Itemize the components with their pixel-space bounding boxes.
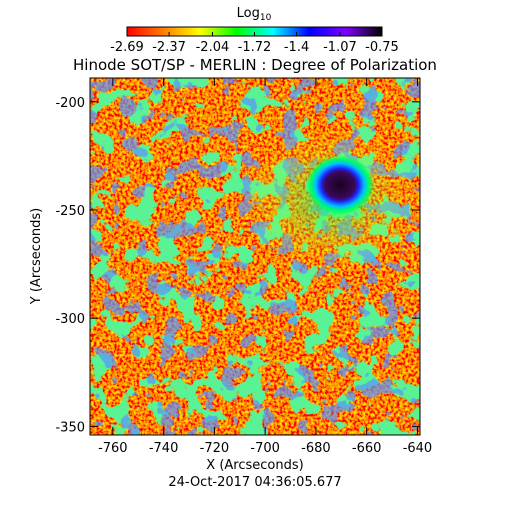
axes: -760 -740 -720 -700 -680 -660 -640 -350 -300 -250… bbox=[55, 32, 432, 456]
colorbar-tick-label: -1.72 bbox=[238, 40, 272, 55]
x-tick-label: -740 bbox=[149, 441, 179, 456]
colorbar-tick-label: -2.04 bbox=[196, 40, 230, 55]
x-tick-label: -680 bbox=[301, 441, 331, 456]
chart-title: Hinode SOT/SP - MERLIN : Degree of Polar… bbox=[73, 56, 437, 74]
x-tick-label: -760 bbox=[98, 441, 128, 456]
image bbox=[90, 78, 420, 435]
x-tick-label: -660 bbox=[352, 441, 382, 456]
y-tick-label: -300 bbox=[55, 312, 85, 327]
colorbar-tick-label: -1.07 bbox=[323, 40, 357, 55]
colorbar-tick-label: -0.75 bbox=[365, 40, 399, 55]
plot-frame bbox=[89, 77, 421, 436]
colorbar-title: Log10 bbox=[237, 6, 272, 23]
colorbar-tick-label: -2.37 bbox=[152, 40, 186, 55]
x-tick-label: -640 bbox=[403, 441, 433, 456]
colorbar-title-main: Log bbox=[237, 6, 260, 21]
x-tick-label: -700 bbox=[250, 441, 280, 456]
colorbar-title-sub: 10 bbox=[260, 13, 272, 23]
y-axis-label: Y (Arcseconds) bbox=[29, 208, 44, 305]
colorbar-tick-label: -1.4 bbox=[284, 40, 309, 55]
colorbar-tick-label: -2.69 bbox=[110, 40, 144, 55]
y-tick-label: -250 bbox=[55, 204, 85, 219]
x-axis-label: X (Arcseconds) bbox=[206, 458, 303, 473]
x-tick-label: -720 bbox=[200, 441, 230, 456]
footer: 24-Oct-2017 04:36:05.677 bbox=[168, 475, 341, 490]
y-tick-label: -200 bbox=[55, 96, 85, 111]
y-tick-label: -350 bbox=[55, 420, 85, 435]
